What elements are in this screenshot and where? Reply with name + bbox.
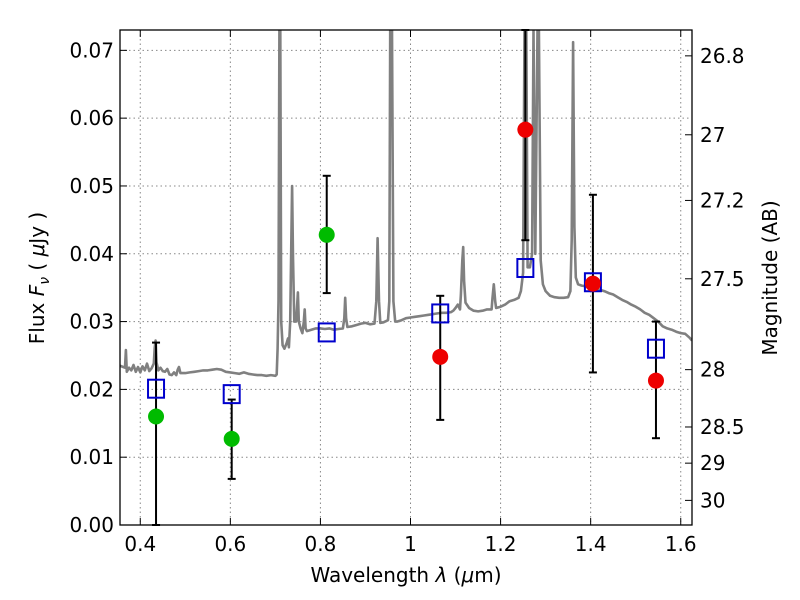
model-spectrum-layer (120, 30, 692, 378)
y-tick-label: 0.04 (69, 242, 114, 266)
x-tick-label: 1 (404, 532, 417, 556)
x-tick-label: 1.2 (485, 532, 517, 556)
model-spectrum-line (120, 30, 692, 378)
mag-tick-label: 28.5 (700, 415, 745, 439)
observed-point-green (148, 408, 165, 425)
observed-point-red (517, 121, 534, 138)
x-tick-label: 1.4 (575, 532, 607, 556)
observed-points-layer (148, 121, 664, 447)
right-axis-label: Magnitude (AB) (758, 200, 782, 355)
axis-ticks: 0.4 0.6 0.8 1 1.2 1.4 1.6 0.00 0.01 0.02 0.03 0.04 0… (69, 30, 745, 556)
grid (120, 30, 692, 525)
model-photometry-square (516, 258, 535, 279)
y-tick-label: 0.01 (69, 445, 114, 469)
mag-tick-label: 29 (700, 451, 725, 475)
x-axis-label: Wavelength λ (μm) (310, 563, 501, 587)
y-tick-label: 0.07 (69, 38, 114, 62)
x-tick-label: 0.4 (124, 532, 156, 556)
model-photometry-square (222, 384, 241, 405)
mag-tick-label: 30 (700, 488, 725, 512)
x-tick-label: 0.6 (214, 532, 246, 556)
model-photometry-square (317, 322, 336, 343)
y-tick-label: 0.05 (69, 174, 114, 198)
mag-tick-label: 27 (700, 123, 725, 147)
x-tick-label: 1.6 (665, 532, 697, 556)
model-photometry-square (431, 303, 450, 324)
observed-point-green (318, 226, 335, 243)
plot-frame (119, 29, 693, 526)
mag-tick-label: 27.2 (700, 188, 745, 212)
observed-point-red (432, 348, 449, 365)
y-tick-label: 0.00 (69, 513, 114, 537)
model-photometry-square (646, 338, 665, 359)
x-tick-label: 0.8 (305, 532, 337, 556)
model-photometry-layer (147, 258, 665, 405)
mag-tick-label: 26.8 (700, 44, 745, 68)
model-photometry-square (147, 378, 166, 399)
y-tick-label: 0.06 (69, 106, 114, 130)
y-tick-label: 0.03 (69, 310, 114, 334)
observed-point-red (647, 372, 664, 389)
observed-point-red (584, 275, 601, 292)
y-axis-label: Flux Fν ( μJy ) (25, 212, 53, 344)
mag-tick-label: 28 (700, 358, 725, 382)
observed-point-green (223, 430, 240, 447)
y-tick-label: 0.02 (69, 377, 114, 401)
mag-tick-label: 27.5 (700, 267, 745, 291)
